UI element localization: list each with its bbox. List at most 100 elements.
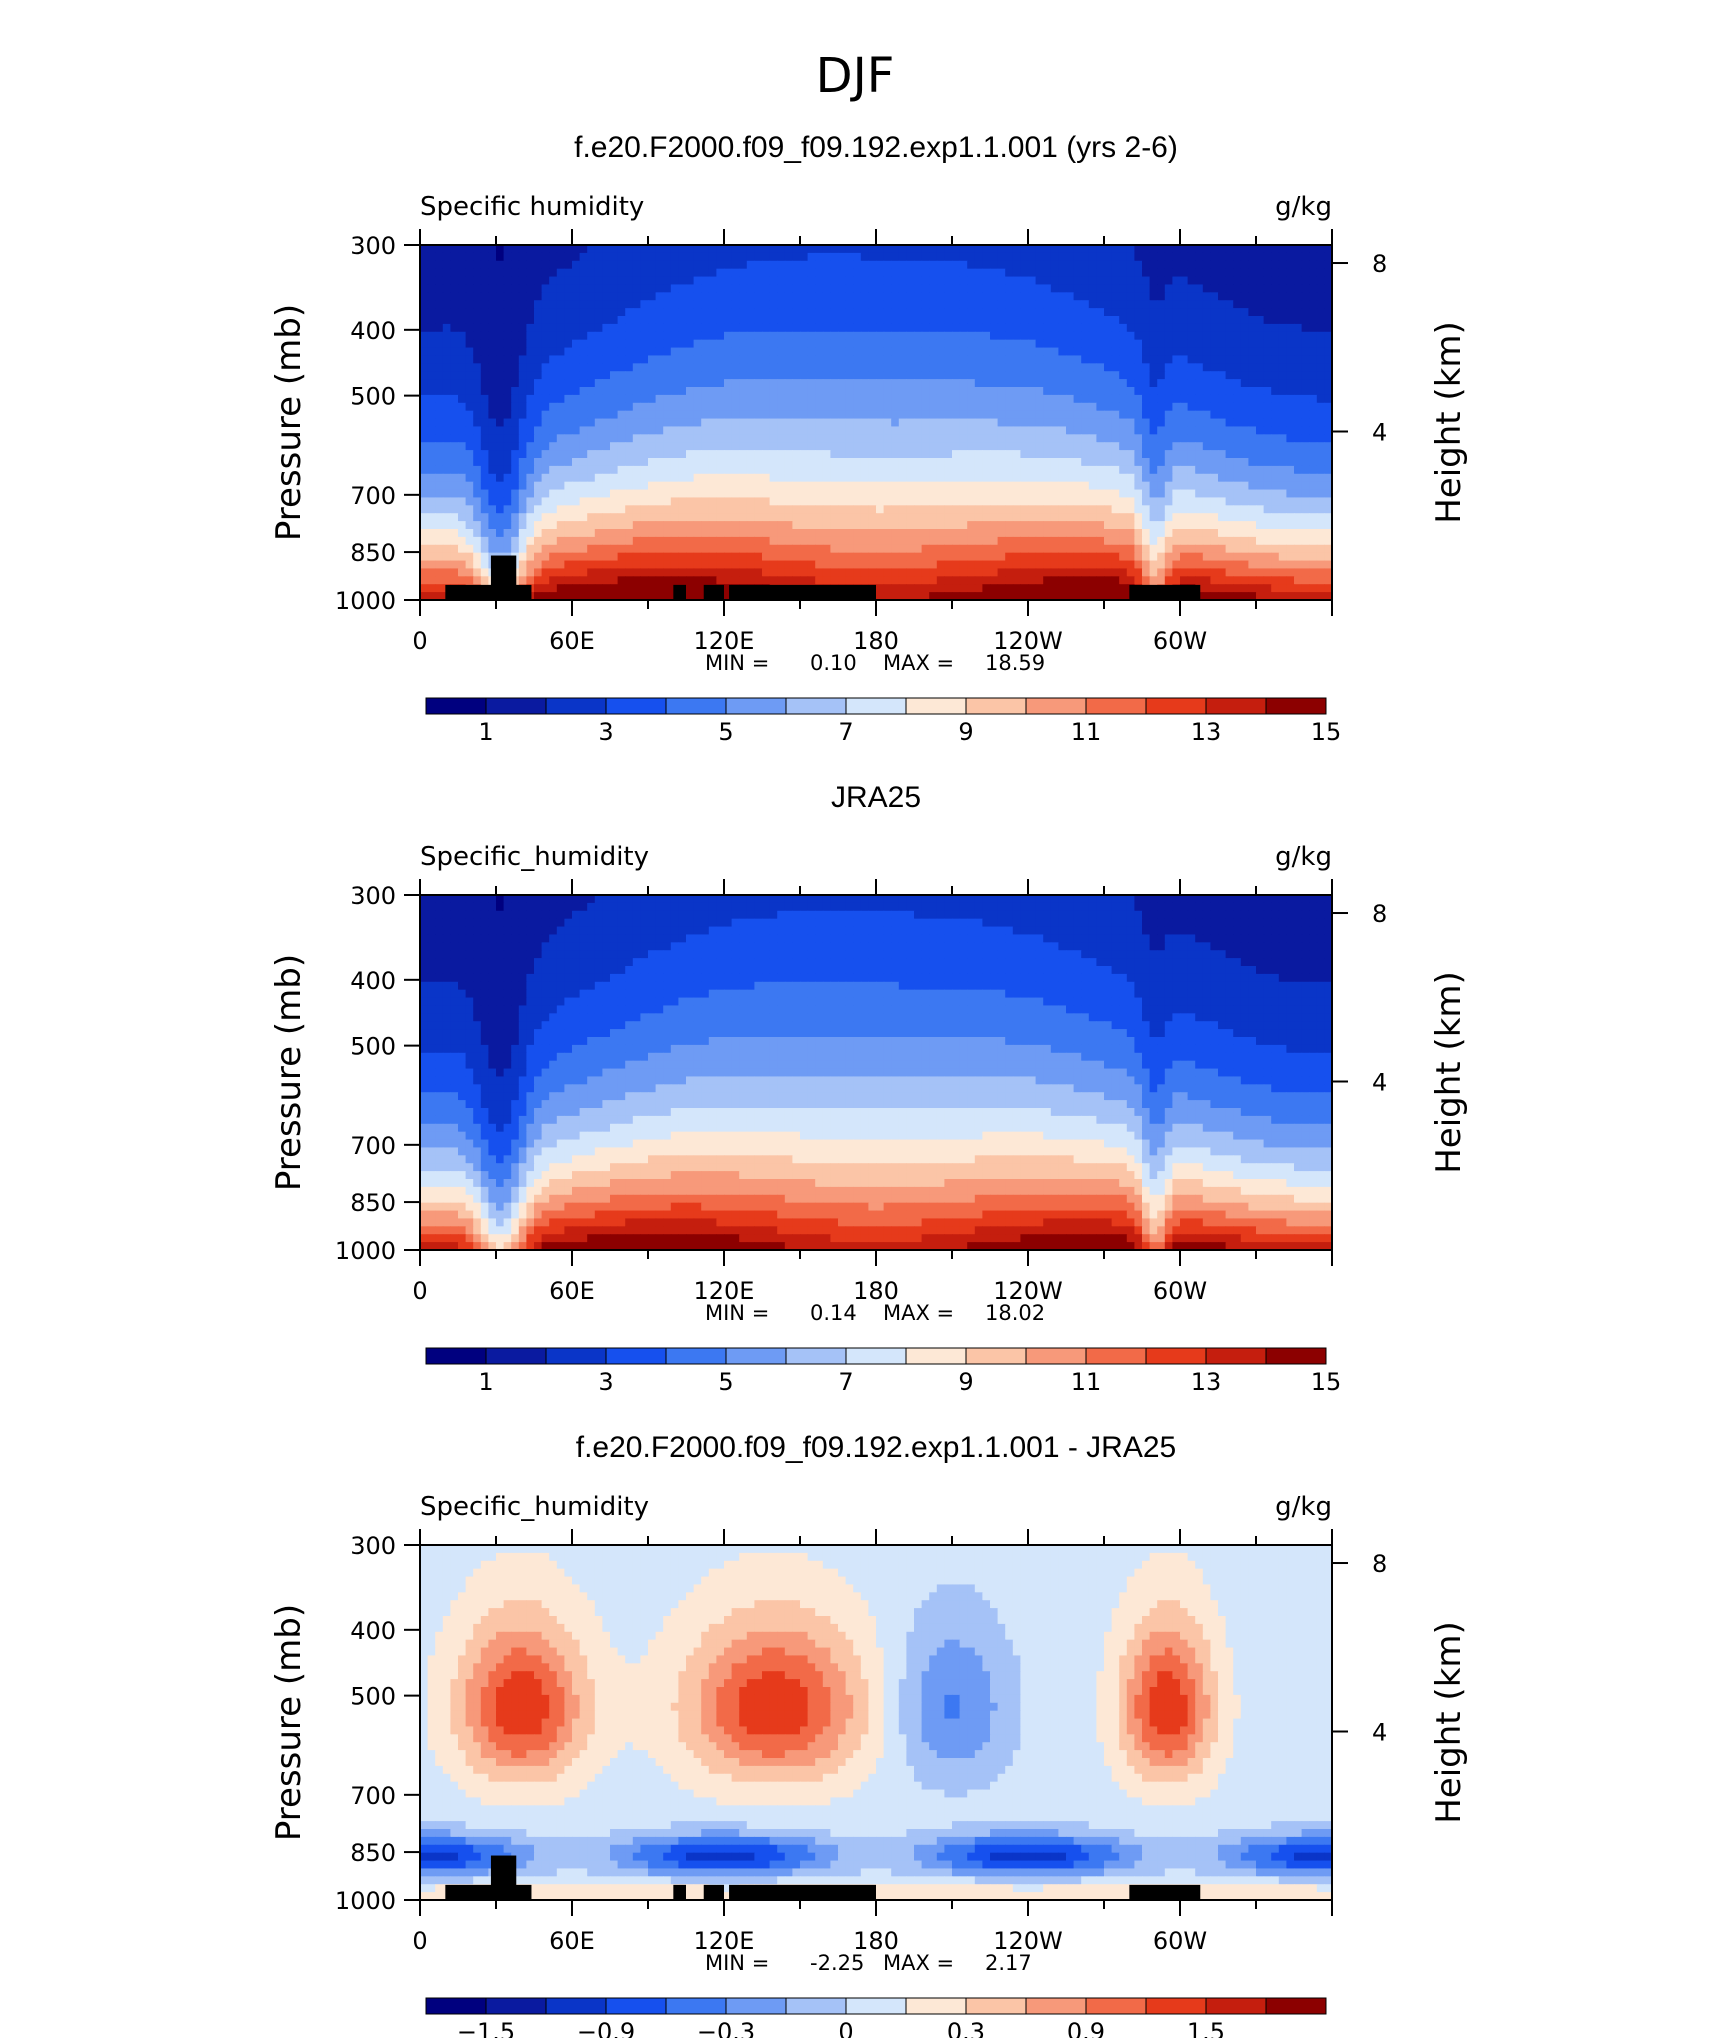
field-cell — [1240, 260, 1249, 270]
field-cell — [420, 331, 429, 341]
field-cell — [974, 418, 983, 428]
field-cell — [1233, 418, 1242, 428]
field-cell — [997, 521, 1006, 530]
field-cell — [1256, 292, 1265, 301]
field-cell — [480, 450, 489, 459]
field-cell — [1119, 489, 1128, 499]
field-cell — [1035, 434, 1044, 443]
field-cell — [442, 323, 451, 333]
field-cell — [1309, 529, 1318, 538]
field-cell — [1066, 473, 1075, 483]
field-cell — [860, 300, 869, 309]
field-cell — [602, 355, 611, 364]
field-cell — [1149, 339, 1158, 349]
field-cell — [1210, 276, 1219, 286]
field-cell — [655, 568, 664, 577]
field-cell — [746, 379, 755, 388]
field-cell — [617, 536, 626, 546]
field-cell — [610, 268, 619, 278]
field-cell — [1233, 387, 1242, 396]
field-cell — [822, 505, 831, 514]
field-cell — [1248, 371, 1257, 380]
field-cell — [678, 481, 687, 491]
field-cell — [496, 316, 505, 325]
field-cell — [617, 450, 626, 459]
field-cell — [762, 465, 771, 475]
field-cell — [648, 339, 657, 349]
field-cell — [572, 252, 581, 262]
field-cell — [990, 505, 999, 514]
field-cell — [1035, 418, 1044, 428]
field-cell — [754, 284, 763, 293]
field-cell — [549, 489, 558, 499]
field-cell — [997, 387, 1006, 396]
field-cell — [1248, 521, 1257, 530]
field-cell — [830, 323, 839, 333]
field-cell — [1111, 316, 1120, 325]
field-cell — [1316, 394, 1325, 404]
field-cell — [853, 568, 862, 577]
field-cell — [731, 276, 740, 286]
field-cell — [1286, 300, 1295, 309]
field-cell — [640, 268, 649, 278]
field-cell — [640, 402, 649, 412]
field-cell — [663, 379, 672, 388]
field-cell — [1126, 521, 1135, 530]
field-cell — [898, 497, 907, 506]
field-cell — [1294, 426, 1303, 435]
field-cell — [921, 552, 930, 562]
field-cell — [716, 465, 725, 475]
field-cell — [1088, 402, 1097, 412]
field-cell — [921, 418, 930, 428]
field-cell — [830, 497, 839, 506]
field-cell — [891, 513, 900, 522]
field-cell — [1005, 355, 1014, 364]
field-cell — [496, 489, 505, 499]
field-cell — [1324, 347, 1333, 357]
field-cell — [526, 426, 535, 435]
field-cell — [1278, 465, 1287, 475]
field-cell — [1142, 521, 1151, 530]
field-cell — [906, 308, 915, 317]
field-cell — [807, 355, 816, 364]
field-cell — [876, 450, 885, 459]
field-cell — [967, 481, 976, 491]
field-cell — [1271, 402, 1280, 412]
field-cell — [1005, 521, 1014, 530]
field-cell — [663, 284, 672, 293]
field-cell — [655, 442, 664, 451]
field-cell — [944, 252, 953, 262]
field-cell — [1225, 544, 1234, 554]
field-cell — [1195, 465, 1204, 475]
field-cell — [541, 394, 550, 404]
field-cell — [1256, 252, 1265, 262]
field-cell — [655, 252, 664, 262]
field-cell — [1218, 284, 1227, 293]
field-cell — [1195, 473, 1204, 483]
field-cell — [1081, 308, 1090, 317]
field-cell — [716, 284, 725, 293]
field-cell — [952, 394, 961, 404]
field-cell — [952, 418, 961, 428]
field-cell — [1301, 450, 1310, 459]
field-cell — [556, 505, 565, 514]
field-cell — [898, 284, 907, 293]
field-cell — [944, 371, 953, 380]
field-cell — [815, 355, 824, 364]
field-cell — [1233, 458, 1242, 467]
field-cell — [739, 252, 748, 262]
field-cell — [518, 276, 527, 286]
main-title: DJF — [816, 48, 895, 104]
field-cell — [1134, 284, 1143, 293]
field-cell — [1278, 292, 1287, 301]
field-cell — [1248, 300, 1257, 309]
field-cell — [1263, 371, 1272, 380]
field-cell — [1263, 560, 1272, 570]
field-cell — [1081, 268, 1090, 278]
field-cell — [1096, 560, 1105, 570]
field-cell — [686, 568, 695, 577]
field-cell — [929, 568, 938, 577]
field-cell — [442, 363, 451, 372]
field-cell — [427, 473, 436, 483]
field-cell — [442, 552, 451, 562]
